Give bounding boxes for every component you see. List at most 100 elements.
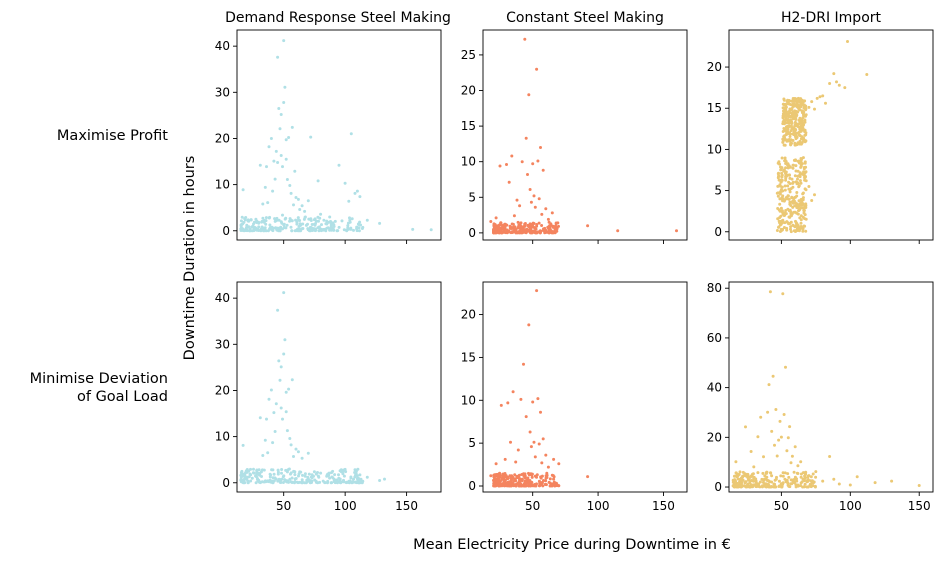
data-point [289, 225, 293, 229]
data-point [290, 229, 294, 233]
data-point [546, 465, 550, 469]
data-point [323, 481, 327, 485]
data-point [330, 481, 334, 485]
data-point [855, 475, 859, 479]
data-point [354, 469, 358, 472]
data-point [511, 390, 515, 394]
data-point [788, 135, 792, 138]
data-point [317, 229, 321, 233]
data-point [749, 450, 753, 453]
data-point [358, 473, 362, 477]
data-point [492, 228, 495, 232]
data-point [504, 481, 508, 485]
data-point [790, 454, 794, 458]
data-point [755, 482, 759, 486]
data-point [505, 483, 509, 487]
data-point [821, 479, 825, 483]
data-point [343, 467, 347, 471]
data-point [277, 107, 281, 110]
data-point [797, 203, 801, 207]
data-point [802, 123, 806, 127]
data-point [821, 94, 825, 98]
data-point [799, 475, 803, 479]
data-point [783, 158, 787, 162]
data-point [242, 474, 246, 478]
data-point [793, 204, 797, 208]
data-point [808, 483, 812, 487]
data-point [306, 451, 310, 455]
data-point [788, 111, 792, 115]
data-point [501, 474, 504, 478]
data-point [348, 220, 352, 224]
data-point [288, 217, 292, 221]
y-tick-label: 15 [707, 101, 722, 115]
data-point [782, 169, 786, 173]
data-point [329, 228, 333, 232]
data-point [761, 471, 765, 475]
scatter-panel-0-2: 0 5 10 15 20 [707, 29, 934, 244]
data-point [777, 160, 781, 164]
data-point [796, 174, 800, 178]
y-tick-label: 10 [215, 178, 230, 192]
data-point [536, 159, 540, 163]
data-point [517, 483, 521, 486]
data-point [284, 410, 288, 414]
data-point [777, 438, 781, 442]
data-point [264, 216, 268, 220]
data-point [789, 138, 793, 142]
data-point [529, 230, 533, 234]
data-point [748, 481, 752, 485]
data-point [801, 197, 804, 201]
data-point [498, 227, 502, 231]
data-point [793, 477, 797, 481]
data-point [258, 416, 262, 420]
data-point [277, 359, 281, 363]
data-point [803, 120, 807, 124]
data-point [300, 456, 304, 460]
data-points [489, 37, 678, 235]
data-point [252, 222, 255, 226]
data-point [783, 188, 787, 192]
data-point [557, 484, 561, 488]
y-tick-label: 25 [461, 48, 476, 62]
data-point [780, 171, 784, 175]
data-point [523, 37, 527, 41]
data-point [516, 448, 520, 452]
data-point [765, 485, 769, 488]
data-point [789, 230, 793, 234]
data-point [263, 185, 267, 189]
data-point [777, 174, 781, 178]
data-point [520, 160, 524, 164]
y-tick-label: 5 [468, 436, 476, 450]
y-tick-label: 20 [215, 131, 230, 145]
data-point [245, 470, 249, 474]
data-point [267, 145, 271, 149]
data-point [790, 108, 794, 112]
data-point [298, 224, 301, 228]
data-point [295, 220, 299, 224]
data-point [323, 227, 327, 231]
data-point [789, 187, 793, 191]
data-point [782, 226, 786, 229]
scatter-panel-1-2: 0 20 40 60 80 50 100 150 [707, 281, 934, 513]
data-point [283, 338, 287, 342]
data-point [527, 323, 531, 327]
data-point [539, 146, 542, 149]
data-point [789, 227, 792, 231]
data-point [378, 221, 382, 225]
data-point [779, 219, 783, 223]
data-point [800, 480, 804, 484]
data-point [791, 205, 795, 209]
data-point [763, 482, 767, 486]
data-point [815, 96, 819, 100]
data-point [791, 180, 795, 184]
data-point [288, 184, 292, 187]
data-point [252, 467, 255, 471]
data-point [832, 477, 836, 481]
data-point [289, 471, 293, 475]
data-point [337, 163, 341, 167]
data-point [767, 479, 771, 483]
data-point [348, 479, 352, 483]
data-point [828, 455, 832, 458]
data-point [535, 475, 538, 479]
